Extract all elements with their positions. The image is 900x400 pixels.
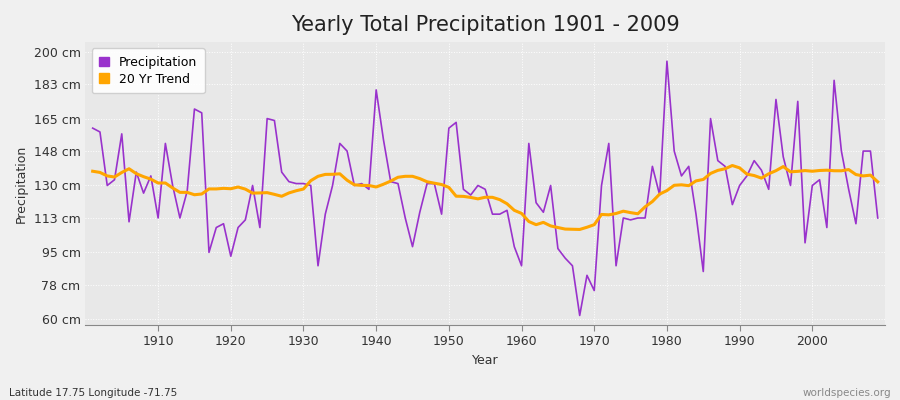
20 Yr Trend xyxy=(610,211,621,216)
20 Yr Trend xyxy=(146,177,157,182)
Precipitation xyxy=(349,183,360,188)
20 Yr Trend xyxy=(305,178,316,183)
20 Yr Trend xyxy=(872,180,883,184)
Precipitation xyxy=(610,263,621,268)
Precipitation xyxy=(662,59,672,64)
20 Yr Trend xyxy=(517,211,527,216)
Y-axis label: Precipitation: Precipitation xyxy=(15,144,28,223)
20 Yr Trend xyxy=(349,182,360,187)
Precipitation xyxy=(517,263,527,268)
20 Yr Trend xyxy=(508,208,519,213)
Precipitation xyxy=(146,174,157,178)
20 Yr Trend xyxy=(87,169,98,174)
20 Yr Trend xyxy=(574,227,585,232)
Precipitation xyxy=(305,183,316,188)
X-axis label: Year: Year xyxy=(472,354,499,367)
Precipitation xyxy=(508,244,519,249)
Text: Latitude 17.75 Longitude -71.75: Latitude 17.75 Longitude -71.75 xyxy=(9,388,177,398)
Legend: Precipitation, 20 Yr Trend: Precipitation, 20 Yr Trend xyxy=(92,48,205,93)
Line: 20 Yr Trend: 20 Yr Trend xyxy=(93,166,878,230)
Title: Yearly Total Precipitation 1901 - 2009: Yearly Total Precipitation 1901 - 2009 xyxy=(291,15,680,35)
Line: Precipitation: Precipitation xyxy=(93,61,878,316)
Precipitation xyxy=(872,216,883,220)
Precipitation xyxy=(574,313,585,318)
Text: worldspecies.org: worldspecies.org xyxy=(803,388,891,398)
Precipitation xyxy=(87,126,98,130)
20 Yr Trend xyxy=(727,163,738,168)
